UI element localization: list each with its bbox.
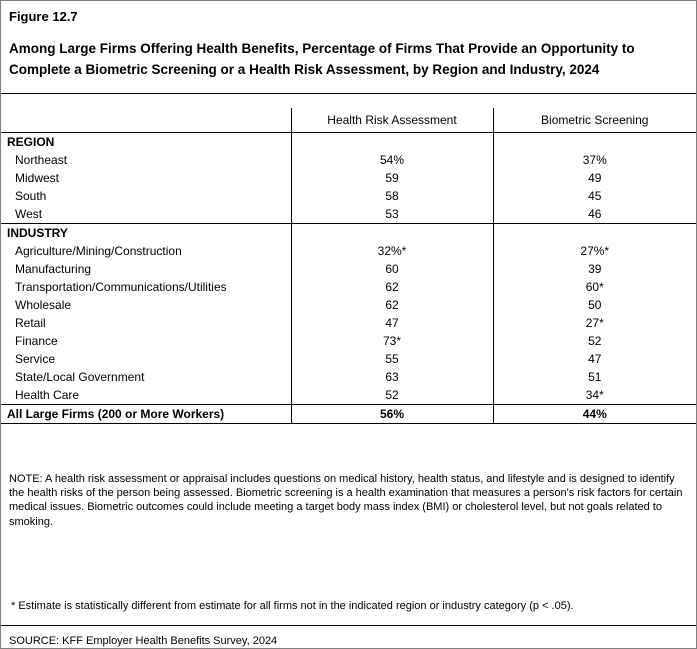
row-label: Finance: [15, 333, 58, 348]
row-label: Health Care: [15, 387, 80, 402]
hra-value: [290, 132, 493, 151]
table-row-state-local-government: State/Local Government 63 51: [1, 367, 696, 386]
hra-value: 54%: [290, 150, 493, 169]
column-header-health-risk-assessment: Health Risk Assessment: [290, 107, 493, 133]
bs-value: [492, 132, 696, 151]
table-row-region-section: REGION: [1, 132, 696, 151]
row-label: South: [15, 188, 47, 203]
hra-value: 60: [290, 259, 493, 278]
bs-value: 52: [492, 331, 696, 350]
table-header-row: Health Risk Assessment Biometric Screeni…: [1, 107, 696, 133]
empty-header-cell: [1, 107, 291, 133]
row-label: Transportation/Communications/Utilities: [15, 279, 227, 294]
bs-value: 60*: [492, 277, 696, 296]
row-label: Retail: [15, 315, 46, 330]
table-row-health-care: Health Care 52 34*: [1, 385, 696, 405]
bs-value: 47: [492, 349, 696, 368]
hra-value: 62: [290, 277, 493, 296]
table-row-transportation-communications-utilities: Transportation/Communications/Utilities …: [1, 277, 696, 296]
note-text: NOTE: A health risk assessment or apprai…: [9, 472, 683, 528]
hra-value: 47: [290, 313, 493, 332]
significance-note: * Estimate is statistically different fr…: [11, 600, 574, 613]
table-row-west: West 53 46: [1, 204, 696, 224]
table-row-service: Service 55 47: [1, 349, 696, 368]
bs-value: 44%: [492, 403, 696, 424]
hra-value: 56%: [290, 403, 493, 424]
row-label: REGION: [7, 134, 55, 149]
bs-value: 27%*: [492, 241, 696, 260]
bs-value: 50: [492, 295, 696, 314]
row-label: Midwest: [15, 170, 60, 185]
table-row-industry-section: INDUSTRY: [1, 222, 696, 242]
row-label: Agriculture/Mining/Construction: [15, 243, 182, 258]
hra-value: 53: [290, 204, 493, 224]
hra-value: 55: [290, 349, 493, 368]
hra-value: 62: [290, 295, 493, 314]
row-label: Service: [15, 351, 56, 366]
table-row-agriculture-mining-construction: Agriculture/Mining/Construction 32%* 27%…: [1, 241, 696, 260]
hra-value: 73*: [290, 331, 493, 350]
figure-number: Figure 12.7: [9, 9, 78, 24]
row-label: Northeast: [15, 152, 68, 167]
row-label: INDUSTRY: [1, 222, 291, 242]
row-label: State/Local Government: [15, 369, 145, 384]
hra-value: 59: [290, 168, 493, 187]
figure-title: Among Large Firms Offering Health Benefi…: [9, 41, 635, 77]
hra-value: 63: [290, 367, 493, 386]
source-text: SOURCE: KFF Employer Health Benefits Sur…: [1, 625, 696, 648]
table-row-northeast: Northeast 54% 37%: [1, 150, 696, 169]
row-label: Manufacturing: [15, 261, 92, 276]
hra-value: 52: [290, 385, 493, 405]
bs-value: 51: [492, 367, 696, 386]
bs-value: 46: [492, 204, 696, 224]
table-row-south: South 58 45: [1, 186, 696, 205]
row-label: West: [15, 206, 43, 221]
bs-value: 37%: [492, 150, 696, 169]
hra-value: [290, 222, 493, 242]
figure-header: Figure 12.7 Among Large Firms Offering H…: [1, 1, 696, 94]
row-label: Wholesale: [15, 297, 72, 312]
bs-value: 45: [492, 186, 696, 205]
table-row-all-large-firms: All Large Firms (200 or More Workers) 56…: [1, 403, 696, 424]
table-row-midwest: Midwest 59 49: [1, 168, 696, 187]
row-label: All Large Firms (200 or More Workers): [1, 403, 291, 424]
bs-value: 49: [492, 168, 696, 187]
bs-value: 34*: [492, 385, 696, 405]
data-table: Health Risk Assessment Biometric Screeni…: [1, 107, 696, 424]
bs-value: 39: [492, 259, 696, 278]
table-row-retail: Retail 47 27*: [1, 313, 696, 332]
hra-value: 58: [290, 186, 493, 205]
table-row-finance: Finance 73* 52: [1, 331, 696, 350]
column-header-biometric-screening: Biometric Screening: [492, 107, 696, 133]
hra-value: 32%*: [290, 241, 493, 260]
bs-value: 27*: [492, 313, 696, 332]
table-row-wholesale: Wholesale 62 50: [1, 295, 696, 314]
table-row-manufacturing: Manufacturing 60 39: [1, 259, 696, 278]
bs-value: [492, 222, 696, 242]
